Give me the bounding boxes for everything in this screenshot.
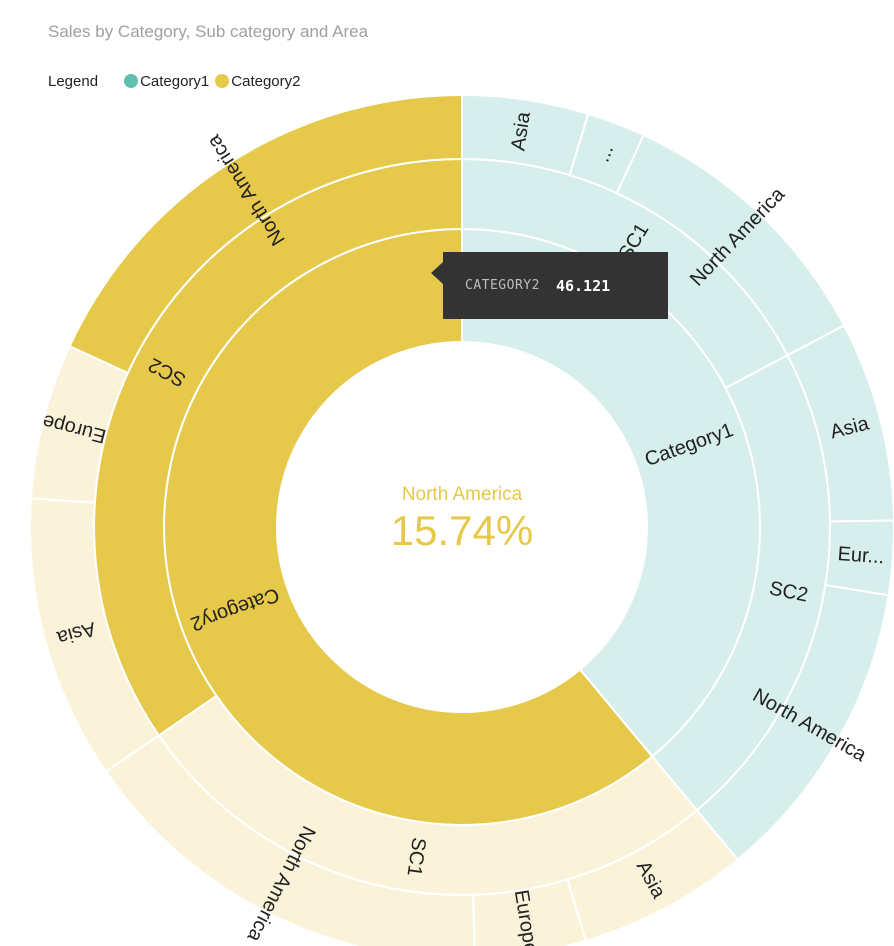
legend-marker-icon bbox=[215, 74, 230, 88]
legend-label: Category2 bbox=[231, 72, 301, 90]
sunburst-segment-category2-sc2-north-america[interactable] bbox=[68, 93, 463, 375]
center-label: North America bbox=[402, 484, 523, 505]
segment-label-category2-sc1: SC1 bbox=[403, 836, 430, 878]
legend-item-category2[interactable]: Category2 bbox=[215, 72, 301, 90]
segment-label-category1-sc1-: ... bbox=[592, 142, 619, 165]
tooltip-label: CATEGORY2 bbox=[465, 278, 540, 293]
legend-marker-icon bbox=[124, 74, 139, 88]
tooltip-value: 46.121 bbox=[555, 276, 611, 295]
center-value: 15.74% bbox=[391, 507, 533, 554]
chart-title: Sales by Category, Sub category and Area bbox=[48, 22, 369, 41]
legend: Legend Category1 Category2 bbox=[48, 70, 307, 92]
legend-label: Category1 bbox=[140, 72, 210, 90]
legend-title: Legend bbox=[48, 72, 99, 90]
tooltip: CATEGORY2 46.121 bbox=[431, 252, 668, 319]
legend-item-category1[interactable]: Category1 bbox=[124, 73, 209, 90]
segment-label-category1-sc2-eur-: Eur... bbox=[837, 543, 885, 568]
